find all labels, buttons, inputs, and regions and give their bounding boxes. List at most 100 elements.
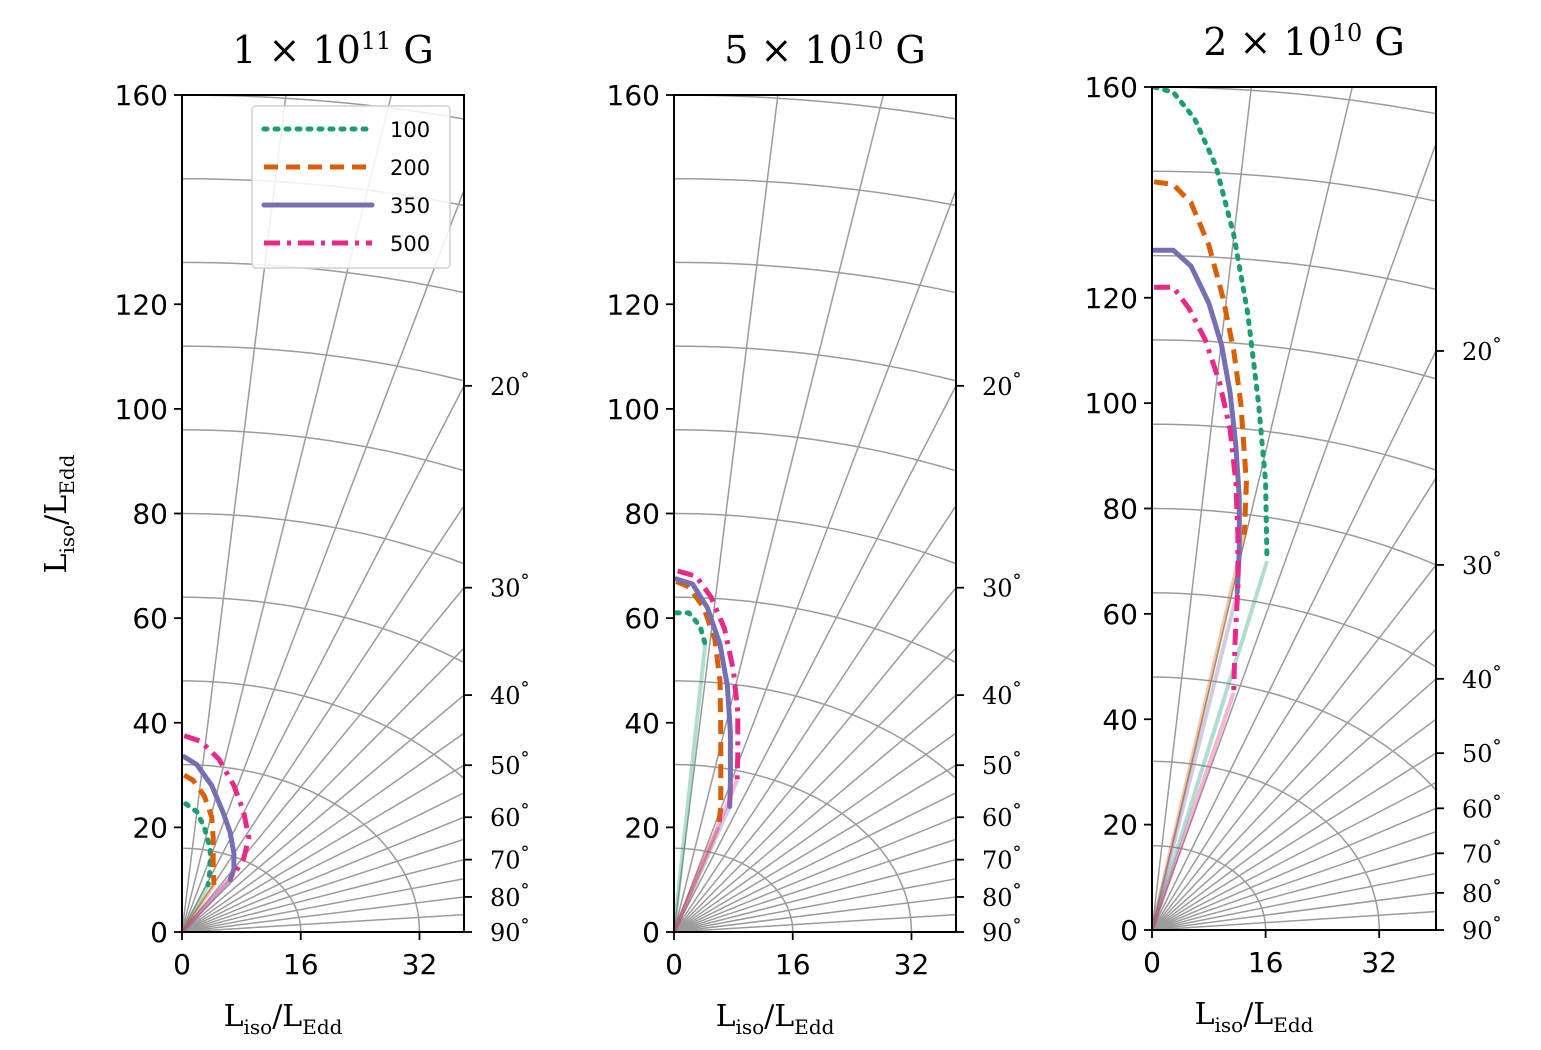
legend-label-350: 350 bbox=[390, 194, 430, 218]
grid-spoke-70 bbox=[674, 858, 956, 932]
grid-spoke-60 bbox=[182, 816, 464, 932]
angle-tick-label-90: 90° bbox=[1462, 913, 1502, 945]
grid-spoke-5 bbox=[1152, 87, 1253, 930]
grid-spoke-40 bbox=[1152, 677, 1436, 930]
series-350-tail bbox=[182, 878, 232, 932]
grid-spoke-80 bbox=[1152, 892, 1436, 930]
grid-arc-176 bbox=[674, 11, 1541, 932]
angle-tick-label-80: 80° bbox=[490, 880, 530, 912]
angle-value-40: 40 bbox=[982, 682, 1013, 710]
grid-spoke-15 bbox=[182, 188, 464, 932]
y-tick-label-40: 40 bbox=[1102, 703, 1138, 736]
grid-arc-192 bbox=[1152, 0, 1541, 930]
angle-tick-label-60: 60° bbox=[490, 800, 530, 832]
angle-value-20: 20 bbox=[1462, 338, 1493, 366]
legend-label-500: 500 bbox=[390, 232, 430, 256]
angle-value-90: 90 bbox=[490, 919, 521, 947]
x-label-slash: / bbox=[764, 999, 775, 1034]
y-tick-label-160: 160 bbox=[1085, 71, 1138, 104]
angle-unit-20: ° bbox=[1493, 334, 1502, 355]
y-tick-label-40: 40 bbox=[132, 707, 168, 740]
series-100-line bbox=[1152, 87, 1270, 564]
panel-title-exponent: 10 bbox=[853, 27, 884, 55]
x-label-sub1: iso bbox=[735, 1015, 764, 1039]
angle-tick-label-60: 60° bbox=[1462, 791, 1502, 823]
y-tick-label-0: 0 bbox=[1120, 914, 1138, 947]
grid-spoke-50 bbox=[674, 764, 956, 932]
angle-value-30: 30 bbox=[490, 575, 521, 603]
y-tick-label-120: 120 bbox=[607, 288, 660, 321]
y-tick-label-100: 100 bbox=[115, 393, 168, 426]
series-100-line bbox=[183, 801, 213, 888]
angle-unit-50: ° bbox=[1493, 736, 1502, 757]
angle-value-50: 50 bbox=[490, 752, 521, 780]
series-500-tail bbox=[1152, 692, 1236, 930]
series-500-line bbox=[677, 568, 741, 781]
angle-tick-label-30: 30° bbox=[490, 571, 530, 603]
series-200-line bbox=[675, 579, 724, 828]
grid-spoke-85 bbox=[1152, 910, 1436, 930]
y-tick-label-0: 0 bbox=[642, 916, 660, 949]
series-200-tail bbox=[182, 883, 216, 932]
curves bbox=[1152, 87, 1270, 930]
angle-unit-90: ° bbox=[1493, 913, 1502, 934]
grid-spoke-55 bbox=[1152, 781, 1436, 930]
panel-title-base: 2 × 10 bbox=[1203, 20, 1332, 64]
legend-label-100: 100 bbox=[390, 118, 430, 142]
x-label-main: L bbox=[716, 999, 736, 1034]
grid-spoke-35 bbox=[1152, 627, 1436, 930]
x-tick-label-32: 32 bbox=[402, 948, 438, 981]
x-label-sub2: Edd bbox=[794, 1015, 834, 1039]
y-label-main2: L bbox=[39, 495, 74, 515]
angle-unit-30: ° bbox=[1493, 548, 1502, 569]
angle-unit-70: ° bbox=[1013, 843, 1022, 864]
x-label-sub2: Edd bbox=[302, 1015, 342, 1039]
angle-unit-90: ° bbox=[521, 915, 530, 936]
angle-unit-60: ° bbox=[1493, 791, 1502, 812]
angle-unit-80: ° bbox=[1013, 880, 1022, 901]
series-100-tail bbox=[182, 883, 210, 932]
grid-spoke-10 bbox=[674, 95, 885, 932]
angle-tick-label-20: 20° bbox=[982, 369, 1022, 401]
grid-spoke-5 bbox=[674, 95, 779, 932]
angle-value-90: 90 bbox=[982, 919, 1013, 947]
axes-frame bbox=[673, 94, 957, 933]
angle-unit-50: ° bbox=[521, 748, 530, 769]
grid-spoke-75 bbox=[1152, 872, 1436, 930]
y-tick-label-60: 60 bbox=[1102, 598, 1138, 631]
grid-spoke-75 bbox=[182, 877, 464, 932]
grid-spoke-15 bbox=[1152, 141, 1436, 930]
panel-title: 5 × 1010 G bbox=[724, 27, 926, 72]
grid-spoke-60 bbox=[1152, 807, 1436, 930]
panel-title-unit: G bbox=[1362, 20, 1404, 64]
grid-spoke-55 bbox=[674, 791, 956, 932]
y-tick-label-120: 120 bbox=[1085, 282, 1138, 315]
grid-spoke-75 bbox=[674, 877, 956, 932]
angle-value-40: 40 bbox=[1462, 666, 1493, 694]
angle-value-20: 20 bbox=[982, 373, 1013, 401]
grid-spoke-10 bbox=[1152, 87, 1354, 930]
y-tick-label-80: 80 bbox=[132, 498, 168, 531]
angle-tick-label-40: 40° bbox=[982, 678, 1022, 710]
curves bbox=[674, 568, 741, 932]
angle-tick-label-60: 60° bbox=[982, 800, 1022, 832]
grid-arc-176 bbox=[1152, 3, 1541, 930]
angle-unit-60: ° bbox=[1013, 800, 1022, 821]
grid-spoke-20 bbox=[674, 384, 956, 932]
x-axis-label: Liso/LEdd bbox=[716, 999, 835, 1039]
angle-value-80: 80 bbox=[1462, 880, 1493, 908]
angle-unit-90: ° bbox=[1013, 915, 1022, 936]
grid-spoke-80 bbox=[674, 896, 956, 932]
grid-spoke-10 bbox=[182, 95, 393, 932]
y-tick-label-0: 0 bbox=[150, 916, 168, 949]
y-tick-label-100: 100 bbox=[1085, 387, 1138, 420]
angle-tick-label-20: 20° bbox=[490, 369, 530, 401]
angle-unit-40: ° bbox=[521, 678, 530, 699]
angle-value-60: 60 bbox=[982, 804, 1013, 832]
grid-spoke-5 bbox=[182, 95, 287, 932]
x-tick-label-32: 32 bbox=[894, 948, 930, 981]
x-tick-label-0: 0 bbox=[1143, 946, 1161, 979]
angle-value-90: 90 bbox=[1462, 917, 1493, 945]
